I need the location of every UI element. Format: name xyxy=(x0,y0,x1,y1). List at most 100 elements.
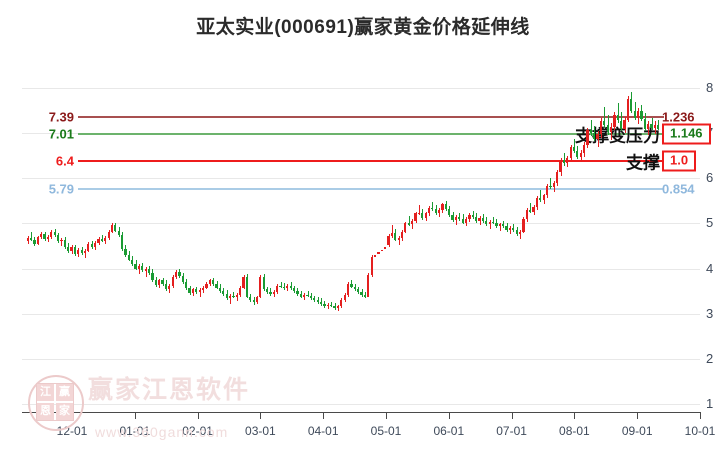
candle-body xyxy=(262,276,265,290)
candle-body xyxy=(171,276,174,286)
candle-body xyxy=(282,286,286,289)
gann-line-support xyxy=(78,160,664,163)
candle-body xyxy=(549,185,552,188)
candle-body xyxy=(50,232,53,237)
candle-wick xyxy=(591,119,592,136)
seal-char-4: 家 xyxy=(56,403,73,420)
candle-body xyxy=(36,236,39,244)
candle-body xyxy=(498,224,501,227)
candle-wick xyxy=(146,266,147,277)
candle-body xyxy=(532,207,535,212)
candle-wick xyxy=(230,293,231,304)
candle-body xyxy=(303,294,306,297)
candle-body xyxy=(626,98,630,120)
candle-wick xyxy=(550,178,551,190)
gann-ratio-label-lower-band: 0.854 xyxy=(662,181,695,197)
candle-body xyxy=(370,256,373,275)
candle-body xyxy=(599,120,603,135)
candle-body xyxy=(316,300,319,302)
candle-body xyxy=(245,276,248,297)
candle-body xyxy=(242,276,245,288)
candle-body xyxy=(461,218,464,223)
candle-body xyxy=(208,280,211,284)
candle-body xyxy=(46,236,50,239)
x-axis-tick-mark xyxy=(574,412,576,419)
gann-annotation-support: 支撑 xyxy=(626,153,660,173)
candle-body xyxy=(87,244,90,251)
x-axis-tick-label: 03-01 xyxy=(245,424,276,438)
candle-body xyxy=(309,295,313,299)
candle-wick xyxy=(530,202,531,214)
candle-body xyxy=(232,295,235,297)
candle-body xyxy=(424,213,427,218)
x-axis-line xyxy=(22,412,700,413)
candle-body xyxy=(495,222,498,227)
candle-body xyxy=(367,274,370,297)
candle-body xyxy=(441,204,444,210)
candle-wick xyxy=(493,217,494,225)
x-axis-tick-mark xyxy=(386,412,387,419)
candle-wick xyxy=(392,225,393,238)
x-axis-tick-label: 09-01 xyxy=(621,424,653,438)
gann-ratio-label-support-turns-resistance: 1.146 xyxy=(662,123,711,145)
gann-price-label-resistance-upper: 7.39 xyxy=(48,109,74,125)
candle-wick xyxy=(564,153,565,166)
candle-body xyxy=(350,283,353,287)
candle-body xyxy=(178,272,181,276)
x-axis-tick-mark xyxy=(197,412,199,419)
candle-body xyxy=(404,223,407,232)
watermark-seal-icon: 江 赢 恩 家 xyxy=(28,375,84,431)
candle-body xyxy=(478,218,481,221)
candle-body xyxy=(215,283,218,288)
candle-body xyxy=(633,110,636,118)
candle-body xyxy=(218,287,221,292)
gann-line-resistance-upper xyxy=(78,115,664,118)
candle-body xyxy=(491,221,495,223)
candle-wick xyxy=(456,215,457,226)
candle-wick xyxy=(598,131,599,147)
candle-body xyxy=(336,306,340,309)
candle-body xyxy=(579,153,582,157)
candle-body xyxy=(471,215,474,218)
y-axis-tick-label: 1 xyxy=(706,396,714,411)
x-axis-tick-label: 01-01 xyxy=(119,424,151,438)
candle-body xyxy=(414,213,417,221)
watermark-url: www.360gann.com xyxy=(95,424,229,440)
candle-body xyxy=(147,269,151,274)
candle-body xyxy=(222,291,225,294)
candle-body xyxy=(400,231,404,238)
candle-body xyxy=(292,288,296,292)
candle-body xyxy=(83,250,87,254)
candle-wick xyxy=(200,288,201,297)
candle-body xyxy=(556,171,559,183)
candle-wick xyxy=(274,290,275,298)
candle-body xyxy=(545,185,549,196)
candle-body xyxy=(373,255,377,257)
candle-body xyxy=(276,285,279,293)
candle-body xyxy=(417,212,420,214)
gann-price-label-support: 6.4 xyxy=(55,153,74,169)
candle-body xyxy=(346,283,350,295)
gridline xyxy=(22,178,700,180)
candle-body xyxy=(464,218,468,223)
candle-body xyxy=(522,218,525,232)
candle-body xyxy=(552,182,555,188)
candle-wick xyxy=(48,235,49,243)
candle-body xyxy=(535,198,538,208)
y-axis-tick-label: 2 xyxy=(706,350,714,366)
candle-body xyxy=(60,239,63,242)
candle-body xyxy=(653,125,657,128)
candle-body xyxy=(620,120,623,129)
candle-body xyxy=(636,111,640,118)
candle-body xyxy=(340,300,343,307)
candle-body xyxy=(539,198,542,200)
candle-body xyxy=(525,209,528,219)
candle-body xyxy=(451,215,454,220)
candle-body xyxy=(589,130,592,134)
gann-price-label-support-turns-resistance: 7.01 xyxy=(48,126,74,142)
candle-body xyxy=(249,296,252,301)
candle-body xyxy=(485,220,488,225)
candle-body xyxy=(606,125,609,133)
candle-body xyxy=(141,265,144,271)
candle-body xyxy=(657,125,660,129)
